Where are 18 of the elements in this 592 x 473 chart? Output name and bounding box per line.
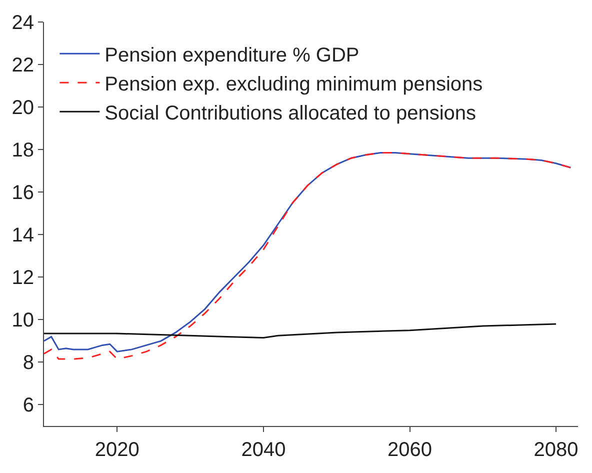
y-tick-label: 22 [12, 54, 34, 77]
x-tick-label: 2020 [94, 439, 140, 461]
legend-label: Pension exp. excluding minimum pensions [104, 73, 483, 96]
x-tick-label: 2040 [241, 439, 286, 461]
legend-label: Social Contributions allocated to pensions [104, 102, 476, 124]
x-tick-label: 2080 [534, 439, 578, 461]
y-tick-label: 20 [12, 97, 34, 120]
y-tick-label: 16 [12, 182, 34, 204]
y-tick-label: 24 [12, 12, 34, 34]
y-tick-label: 18 [12, 140, 34, 162]
x-tick-label: 2060 [388, 439, 432, 461]
y-tick-label: 10 [12, 310, 34, 332]
legend-label: Pension expenditure % GDP [104, 44, 360, 66]
line-series [44, 323, 557, 339]
y-tick-label: 8 [22, 352, 34, 374]
y-tick-label: 12 [12, 267, 34, 290]
y-tick-label: 14 [12, 224, 34, 247]
y-tick-label: 6 [22, 394, 34, 417]
